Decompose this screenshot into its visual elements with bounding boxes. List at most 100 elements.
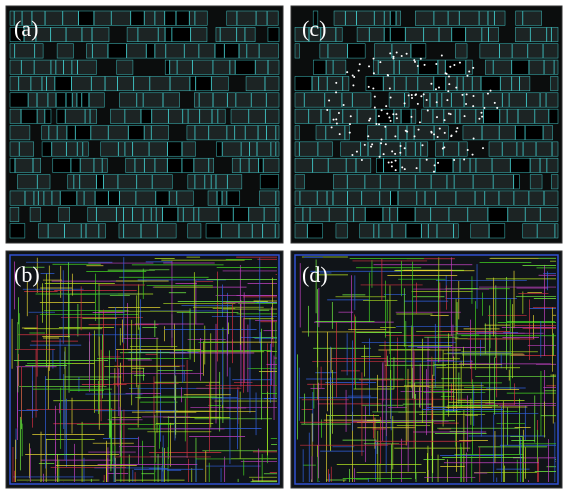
cell: [354, 207, 365, 221]
cell: [21, 109, 37, 123]
pin-dot: [378, 115, 380, 117]
cell: [318, 142, 332, 156]
pin-dot: [395, 169, 397, 171]
cell: [366, 76, 383, 90]
cell: [76, 126, 91, 140]
cell: [356, 158, 371, 172]
pin-dot: [379, 156, 381, 158]
panel-label: (c): [302, 16, 326, 41]
cell: [155, 44, 165, 58]
cell: [127, 44, 146, 58]
cell: [178, 207, 183, 221]
cell: [425, 191, 435, 205]
cell: [152, 109, 168, 123]
cell: [543, 44, 558, 58]
cell: [33, 158, 40, 172]
cell: [99, 224, 105, 238]
cell: [77, 191, 84, 205]
pin-dot: [401, 55, 403, 57]
cell: [199, 207, 219, 221]
cell: [336, 224, 348, 238]
cell: [134, 76, 150, 90]
cell: [82, 27, 92, 41]
cell: [366, 207, 383, 221]
cell: [25, 191, 33, 205]
cell: [110, 109, 124, 123]
cell: [84, 191, 94, 205]
cell: [424, 27, 439, 41]
cell: [187, 126, 195, 140]
cell: [512, 76, 519, 90]
cell: [295, 191, 300, 205]
pin-dot: [370, 146, 372, 148]
pin-dot: [444, 119, 446, 121]
cell: [193, 60, 213, 74]
pin-dot: [387, 75, 389, 77]
cell: [503, 142, 517, 156]
cell: [137, 175, 152, 189]
cell: [392, 224, 405, 238]
cell: [394, 109, 401, 123]
cell: [177, 191, 193, 205]
cell: [152, 126, 169, 140]
cell: [249, 109, 265, 123]
cell: [94, 158, 102, 172]
pin-dot: [350, 115, 352, 117]
pin-dot: [447, 90, 449, 92]
pin-dot: [490, 90, 492, 92]
pin-dot: [352, 75, 354, 77]
cell: [448, 11, 459, 25]
cell: [334, 11, 345, 25]
cell: [155, 158, 167, 172]
pin-dot: [455, 131, 457, 133]
cell: [353, 93, 371, 107]
cell: [157, 207, 163, 221]
pin-dot: [349, 132, 351, 134]
cell: [375, 11, 384, 25]
cell: [390, 207, 397, 221]
cell: [37, 109, 44, 123]
cell: [348, 207, 354, 221]
cell: [547, 27, 551, 41]
cell: [401, 109, 411, 123]
pin-dot: [335, 118, 337, 120]
cell: [276, 207, 279, 221]
cell: [360, 224, 374, 238]
cell: [316, 126, 325, 140]
pin-dot: [465, 103, 467, 105]
cell: [170, 191, 177, 205]
cell: [479, 11, 487, 25]
pin-dot: [379, 61, 381, 63]
cell: [73, 93, 77, 107]
cell: [10, 93, 28, 107]
cell: [83, 142, 88, 156]
pin-dot: [430, 131, 432, 133]
cell: [155, 11, 164, 25]
cell: [481, 76, 500, 90]
cell: [406, 76, 417, 90]
cell: [420, 158, 435, 172]
cell: [216, 27, 220, 41]
cell: [94, 11, 111, 25]
cell: [417, 191, 425, 205]
cell: [446, 60, 466, 74]
cell: [264, 158, 279, 172]
cell: [145, 11, 155, 25]
pin-dot: [328, 99, 330, 101]
cell: [150, 76, 170, 90]
cell: [85, 109, 89, 123]
pin-dot: [352, 84, 354, 86]
pin-dot: [419, 121, 421, 123]
cell: [190, 11, 195, 25]
cell: [67, 126, 75, 140]
cell: [418, 60, 437, 74]
cell: [101, 142, 118, 156]
pin-dot: [436, 101, 438, 103]
cell: [540, 93, 546, 107]
cell: [145, 158, 155, 172]
pin-dot: [448, 75, 450, 77]
cell: [237, 27, 245, 41]
pin-dot: [438, 86, 440, 88]
pin-dot: [449, 66, 451, 68]
cell: [551, 175, 558, 189]
